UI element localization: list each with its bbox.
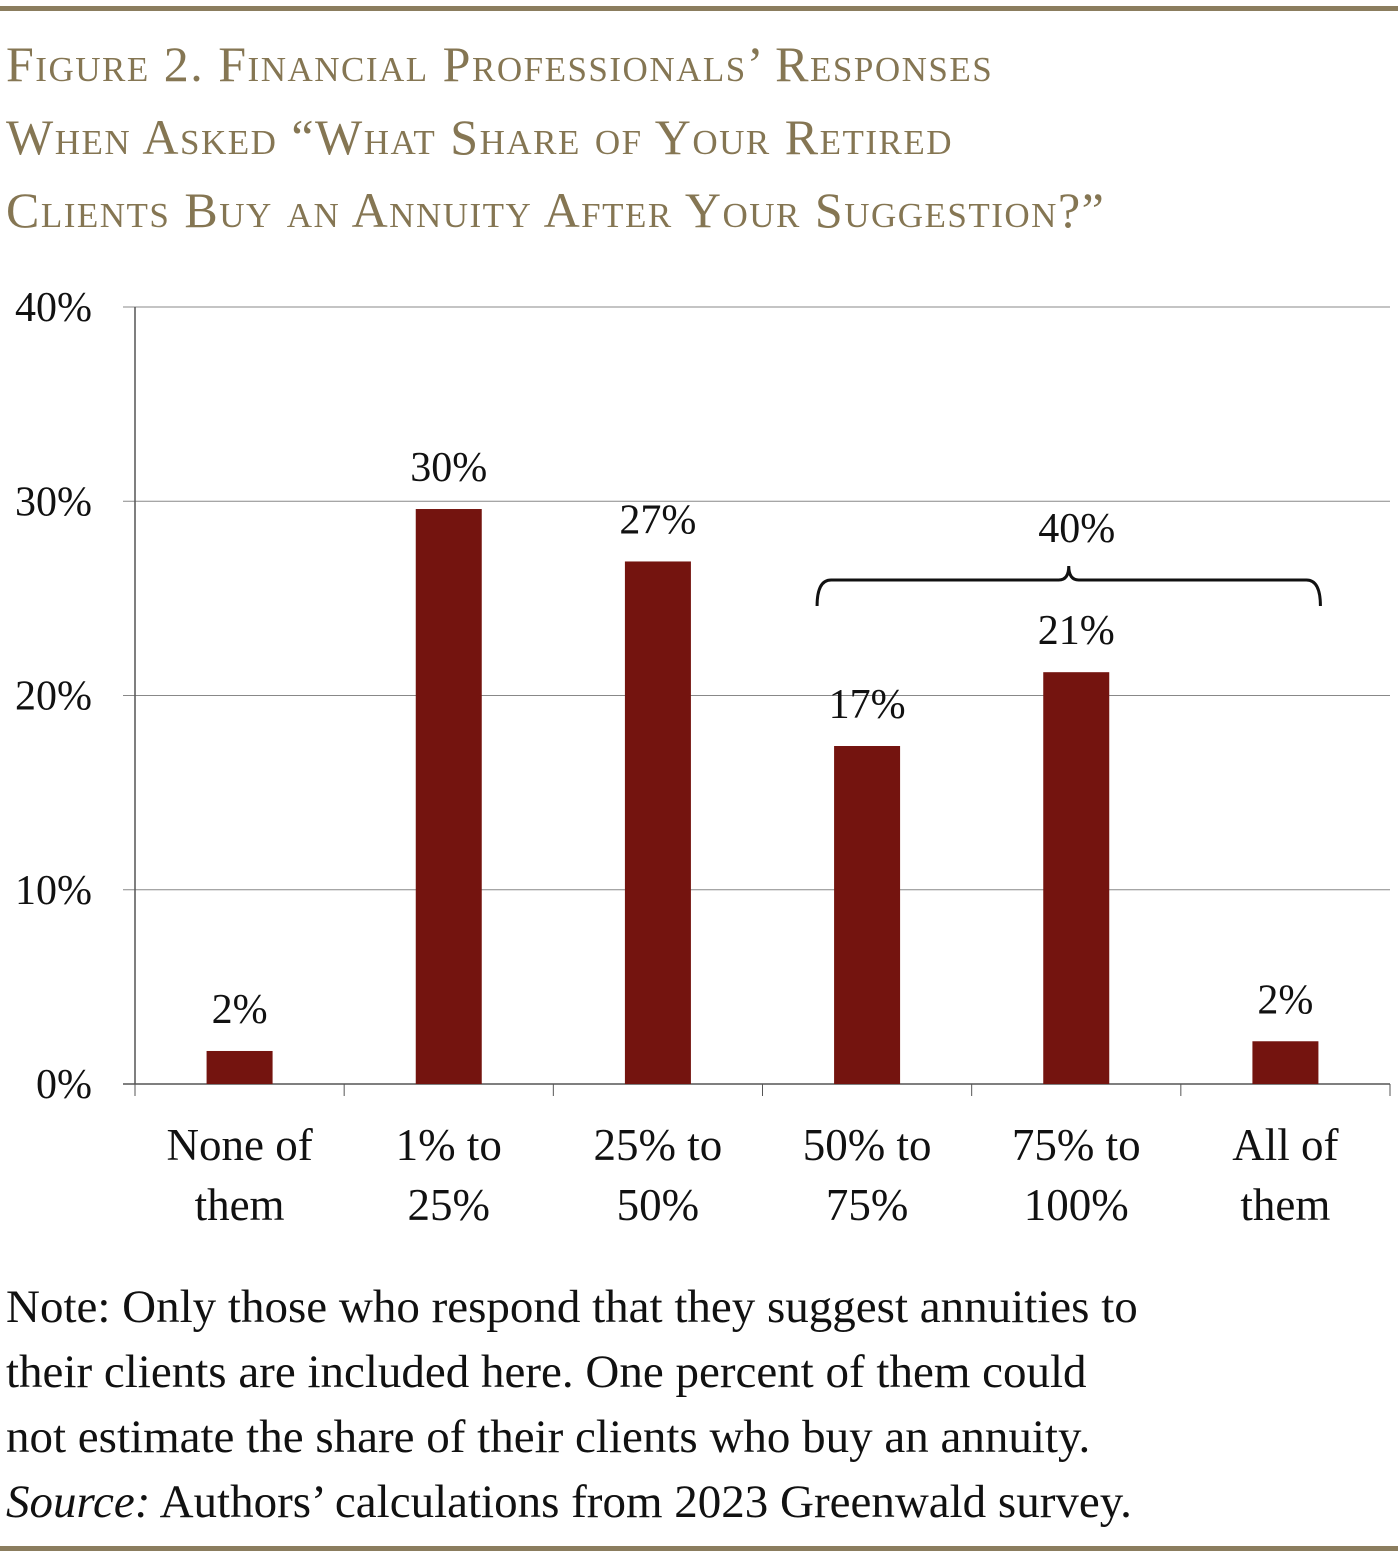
y-tick-label: 0% xyxy=(36,1062,92,1108)
x-tick-label: 75% to xyxy=(1012,1120,1141,1170)
x-tick-label: 25% xyxy=(408,1180,491,1230)
bar xyxy=(206,1050,273,1084)
x-tick-label: None of xyxy=(166,1120,312,1170)
title-line: When Asked “What Share of Your Retired xyxy=(6,109,954,165)
x-tick-label: them xyxy=(195,1180,285,1230)
data-label: 27% xyxy=(619,497,696,543)
x-tick-label: 25% to xyxy=(594,1120,723,1170)
x-tick-label: 75% xyxy=(826,1180,909,1230)
x-tick-label: 50% xyxy=(617,1180,700,1230)
source-line: Source: Authors’ calculations from 2023 … xyxy=(6,1470,1396,1535)
bottom-rule xyxy=(0,1546,1398,1551)
top-rule xyxy=(0,6,1398,11)
y-tick-label: 20% xyxy=(15,674,92,720)
bar xyxy=(1043,672,1110,1084)
y-tick-label: 40% xyxy=(15,285,92,331)
bar xyxy=(415,509,482,1084)
data-label: 2% xyxy=(1257,977,1313,1023)
note-line: Note: Only those who respond that they s… xyxy=(6,1281,1138,1333)
note-line: not estimate the share of their clients … xyxy=(6,1411,1091,1463)
data-label: 30% xyxy=(410,445,487,491)
x-tick-label: them xyxy=(1240,1180,1330,1230)
bar-chart: 0% 10% 20% 30% 40% 2% None of them 30% 1% to 25% 27… xyxy=(15,285,1391,1230)
bar xyxy=(624,561,691,1084)
chart-title: Figure 2. Financial Professionals’ Respo… xyxy=(6,28,1396,247)
data-label: 17% xyxy=(829,682,906,728)
source-label: Source: xyxy=(6,1476,151,1528)
bar xyxy=(834,746,901,1084)
data-label: 21% xyxy=(1038,608,1115,654)
data-label: 2% xyxy=(212,987,268,1033)
note-line: their clients are included here. One per… xyxy=(6,1346,1087,1398)
note: Note: Only those who respond that they s… xyxy=(6,1275,1396,1535)
bar xyxy=(1252,1041,1319,1084)
bracket xyxy=(815,565,1322,607)
y-tick-label: 30% xyxy=(15,479,92,525)
title-line: Figure 2. Financial Professionals’ Respo… xyxy=(6,36,994,92)
bracket-label: 40% xyxy=(1038,506,1115,552)
title-line: Clients Buy an Annuity After Your Sugges… xyxy=(6,182,1106,238)
y-tick-label: 10% xyxy=(15,868,92,914)
source-text: Authors’ calculations from 2023 Greenwal… xyxy=(150,1476,1132,1528)
x-tick-label: All of xyxy=(1232,1120,1338,1170)
x-tick-label: 50% to xyxy=(803,1120,932,1170)
x-tick-label: 100% xyxy=(1024,1180,1129,1230)
x-tick-label: 1% to xyxy=(396,1120,502,1170)
